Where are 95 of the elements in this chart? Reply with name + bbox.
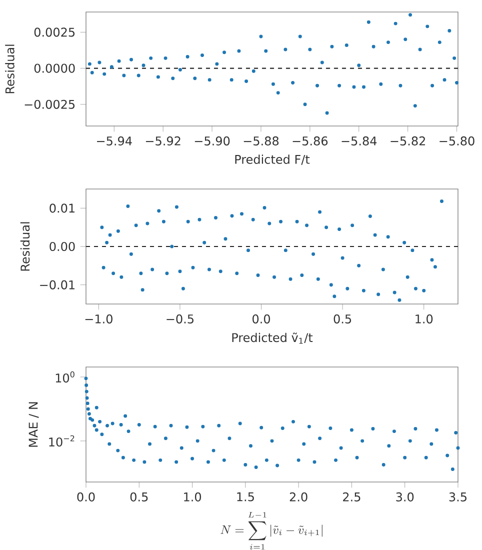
x-tick-label: −5.88 bbox=[244, 136, 279, 146]
x-tick-label: 2.0 bbox=[290, 492, 308, 502]
point bbox=[291, 80, 295, 84]
y-axis-title: Residual bbox=[20, 222, 30, 271]
point bbox=[316, 84, 320, 88]
point bbox=[149, 56, 153, 60]
point bbox=[237, 49, 241, 53]
point bbox=[230, 78, 234, 82]
point bbox=[338, 84, 342, 88]
point bbox=[418, 48, 422, 52]
point bbox=[193, 76, 197, 80]
point bbox=[452, 56, 456, 60]
x-axis-title: Predicted F/t bbox=[235, 154, 310, 165]
point bbox=[156, 75, 160, 79]
point bbox=[259, 34, 263, 38]
x-tick-label: −1.0 bbox=[85, 314, 112, 324]
point bbox=[344, 43, 348, 47]
point bbox=[386, 40, 390, 44]
x-tick-label: 2.5 bbox=[343, 492, 360, 502]
y-tick-label: −0.01 bbox=[40, 280, 74, 290]
y-tick-label: 0.0025 bbox=[34, 28, 75, 37]
point bbox=[426, 24, 430, 28]
point bbox=[200, 54, 204, 58]
point bbox=[413, 104, 417, 108]
y-tick-label: 0.00 bbox=[50, 242, 75, 252]
point bbox=[352, 85, 356, 89]
point bbox=[271, 82, 275, 86]
y-tick-label: 0.0000 bbox=[34, 64, 75, 73]
point bbox=[372, 44, 376, 48]
point bbox=[357, 64, 361, 68]
y-tick-label: 10$^{0}$ bbox=[56, 371, 74, 383]
point bbox=[90, 70, 94, 74]
x-tick-label: −5.86 bbox=[292, 136, 328, 146]
point bbox=[448, 29, 452, 32]
x-tick-label: 3.0 bbox=[396, 492, 414, 502]
x-tick-label: 0.5 bbox=[334, 314, 352, 324]
point bbox=[136, 74, 140, 78]
point bbox=[330, 44, 334, 48]
point bbox=[276, 91, 280, 95]
x-tick-label: 1.0 bbox=[416, 314, 433, 324]
point bbox=[455, 80, 459, 84]
point bbox=[394, 22, 398, 26]
x-tick-label: −0.5 bbox=[166, 314, 194, 324]
point bbox=[404, 38, 408, 42]
x-tick-label: 0.5 bbox=[130, 492, 148, 502]
point bbox=[88, 62, 92, 66]
point bbox=[366, 20, 370, 24]
x-tick-label: 3.5 bbox=[449, 492, 466, 502]
point bbox=[142, 64, 146, 68]
x-tick-label: −5.82 bbox=[390, 136, 426, 146]
point bbox=[110, 65, 114, 69]
y-tick-label: 10$^{−2}$ bbox=[49, 435, 74, 447]
point bbox=[325, 111, 329, 115]
point bbox=[442, 78, 446, 82]
point bbox=[298, 34, 302, 38]
point bbox=[303, 102, 307, 106]
point bbox=[117, 59, 121, 63]
point bbox=[264, 49, 268, 53]
point bbox=[398, 84, 402, 88]
point bbox=[98, 60, 102, 64]
point bbox=[430, 84, 434, 88]
x-tick-label: 0.0 bbox=[77, 492, 95, 502]
point bbox=[408, 13, 412, 17]
y-tick-label: 0.01 bbox=[50, 204, 74, 213]
point bbox=[164, 56, 168, 60]
point bbox=[284, 48, 288, 52]
x-tick-label: −5.84 bbox=[342, 136, 377, 146]
point bbox=[308, 48, 312, 52]
point bbox=[215, 62, 219, 66]
point bbox=[178, 68, 182, 72]
x-axis-title: $N = \sum_{i=1}^{L-1} |\tilde{v}_i - \tilde{v}_{i+1}|$ bbox=[220, 512, 322, 550]
point bbox=[171, 76, 175, 80]
x-tick-label: −5.90 bbox=[194, 136, 230, 146]
y-tick-label: −0.0025 bbox=[24, 100, 75, 109]
y-axis-title: Residual bbox=[5, 44, 14, 94]
point bbox=[102, 72, 106, 76]
point bbox=[130, 58, 134, 62]
x-tick-label: 0.0 bbox=[252, 314, 270, 324]
point bbox=[362, 85, 366, 89]
point bbox=[244, 80, 248, 83]
point bbox=[208, 78, 212, 82]
x-axis-title: Predicted ṽ$_{1}$/t bbox=[232, 332, 313, 344]
x-tick-label: −5.94 bbox=[97, 136, 132, 146]
x-tick-label: −5.92 bbox=[146, 136, 180, 146]
point bbox=[379, 82, 383, 86]
point bbox=[122, 74, 126, 78]
x-tick-label: 1.0 bbox=[184, 492, 202, 502]
y-axis-title: MAE / N bbox=[28, 402, 39, 447]
point bbox=[222, 50, 226, 54]
x-tick-label: 1.5 bbox=[237, 492, 254, 502]
point bbox=[438, 40, 442, 44]
x-tick-label: −5.80 bbox=[440, 136, 474, 146]
point bbox=[252, 69, 256, 73]
point bbox=[186, 55, 190, 58]
point bbox=[320, 60, 324, 64]
